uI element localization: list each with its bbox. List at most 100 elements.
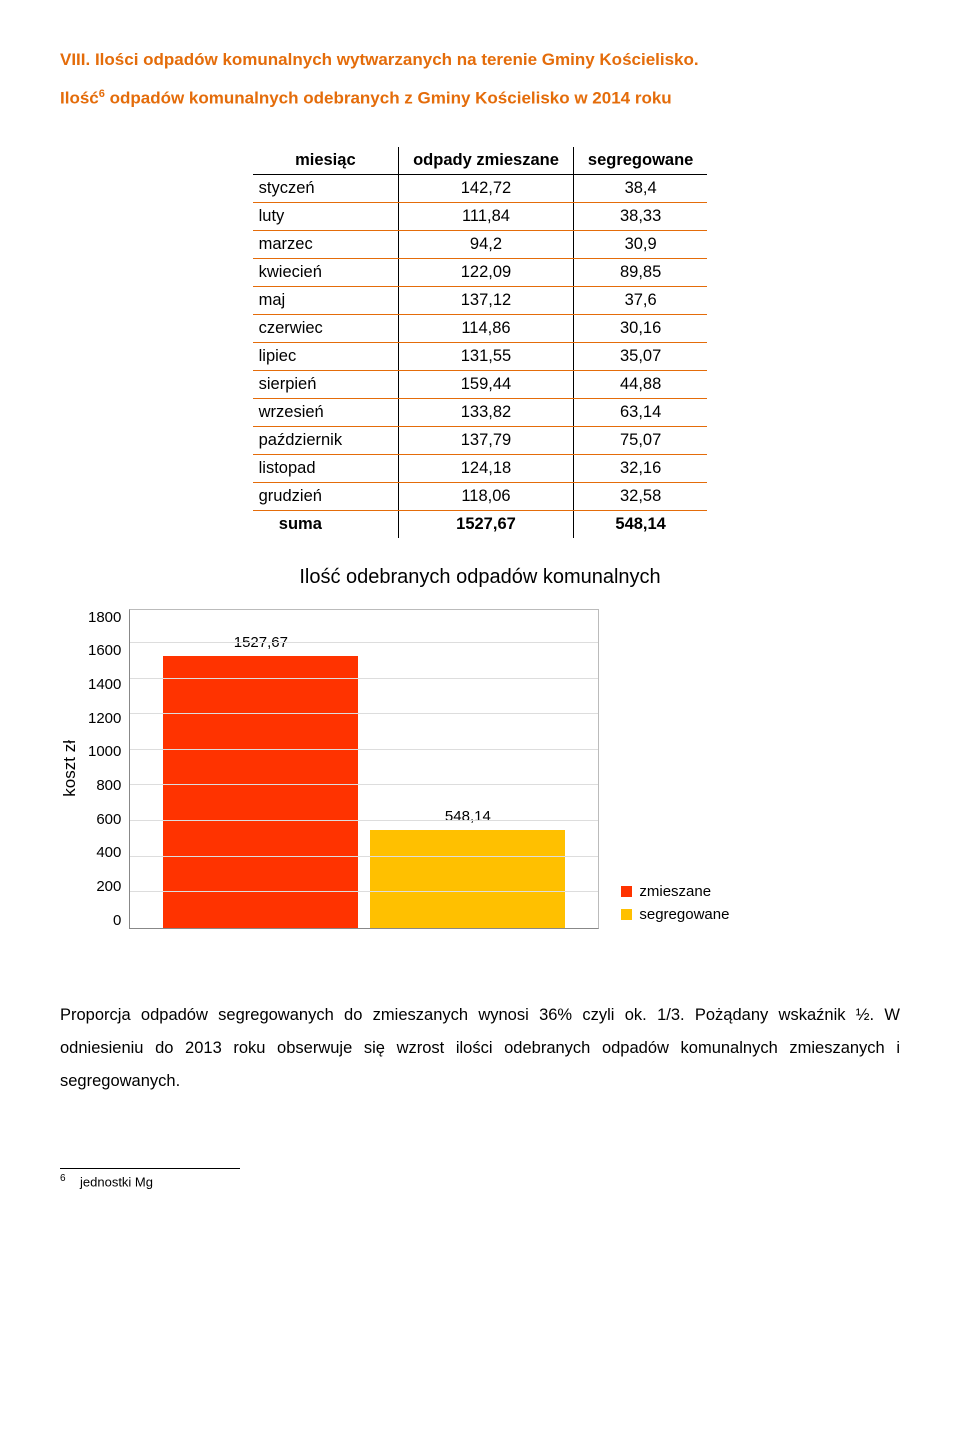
table-cell: 37,6: [573, 286, 707, 314]
table-cell: 142,72: [399, 174, 574, 202]
subtitle-rest: odpadów komunalnych odebranych z Gminy K…: [105, 89, 672, 108]
table-cell: 137,79: [399, 426, 574, 454]
table-row: sierpień159,4444,88: [253, 370, 708, 398]
table-row: wrzesień133,8263,14: [253, 398, 708, 426]
footnote-rule: [60, 1168, 240, 1169]
table-cell: 124,18: [399, 454, 574, 482]
legend-label: zmieszane: [639, 883, 711, 900]
chart-title: Ilość odebranych odpadów komunalnych: [60, 566, 900, 589]
table-cell: czerwiec: [253, 314, 399, 342]
table-cell: 32,58: [573, 482, 707, 510]
table-cell: 38,33: [573, 202, 707, 230]
footnote-text: jednostki Mg: [80, 1174, 153, 1189]
table-row: luty111,8438,33: [253, 202, 708, 230]
legend-item: zmieszane: [621, 883, 729, 900]
gridline: [130, 820, 598, 821]
table-cell: 159,44: [399, 370, 574, 398]
legend-item: segregowane: [621, 906, 729, 923]
table-cell: 89,85: [573, 258, 707, 286]
table-cell: 114,86: [399, 314, 574, 342]
data-table: miesiąc odpady zmieszane segregowane sty…: [253, 147, 708, 538]
table-cell: listopad: [253, 454, 399, 482]
col-header: segregowane: [573, 147, 707, 175]
table-cell: styczeń: [253, 174, 399, 202]
table-cell: suma: [253, 510, 399, 538]
table-cell: 32,16: [573, 454, 707, 482]
table-cell: kwiecień: [253, 258, 399, 286]
chart-bar: 1527,67: [163, 656, 358, 928]
table-row: listopad124,1832,16: [253, 454, 708, 482]
chart-bars: 1527,67548,14: [130, 610, 598, 928]
table-cell: 131,55: [399, 342, 574, 370]
table-row: grudzień118,0632,58: [253, 482, 708, 510]
table-cell: sierpień: [253, 370, 399, 398]
ytick-label: 600: [96, 811, 121, 828]
table-header-row: miesiąc odpady zmieszane segregowane: [253, 147, 708, 175]
gridline: [130, 856, 598, 857]
ytick-label: 1400: [88, 676, 121, 693]
chart-yaxis: 1800 1600 1400 1200 1000 800 600 400 200 0: [88, 609, 129, 929]
ytick-label: 400: [96, 844, 121, 861]
table-cell: luty: [253, 202, 399, 230]
table-row: kwiecień122,0989,85: [253, 258, 708, 286]
chart-ylabel: koszt zł: [60, 740, 80, 797]
table-cell: grudzień: [253, 482, 399, 510]
ytick-label: 800: [96, 777, 121, 794]
footnote-num: 6: [60, 1173, 66, 1184]
table-row: maj137,1237,6: [253, 286, 708, 314]
table-cell: wrzesień: [253, 398, 399, 426]
gridline: [130, 678, 598, 679]
ytick-label: 1600: [88, 642, 121, 659]
ytick-label: 1000: [88, 743, 121, 760]
table-cell: 30,16: [573, 314, 707, 342]
gridline: [130, 891, 598, 892]
table-row: lipiec131,5535,07: [253, 342, 708, 370]
table-row: czerwiec114,8630,16: [253, 314, 708, 342]
table-cell: 44,88: [573, 370, 707, 398]
col-header: odpady zmieszane: [399, 147, 574, 175]
table-cell: 111,84: [399, 202, 574, 230]
ytick-label: 200: [96, 878, 121, 895]
table-cell: 38,4: [573, 174, 707, 202]
col-header: miesiąc: [253, 147, 399, 175]
subtitle: Ilość6 odpadów komunalnych odebranych z …: [60, 88, 900, 109]
legend-label: segregowane: [639, 906, 729, 923]
table-cell: 118,06: [399, 482, 574, 510]
table-cell: październik: [253, 426, 399, 454]
table-row: styczeń142,7238,4: [253, 174, 708, 202]
bar-chart: koszt zł 1800 1600 1400 1200 1000 800 600 400 20…: [60, 609, 900, 929]
bar-value-label: 548,14: [370, 808, 565, 825]
table-cell: 122,09: [399, 258, 574, 286]
table-cell: 548,14: [573, 510, 707, 538]
table-cell: 133,82: [399, 398, 574, 426]
table-cell: 1527,67: [399, 510, 574, 538]
chart-bar: 548,14: [370, 830, 565, 927]
table-cell: 94,2: [399, 230, 574, 258]
section-title: VIII. Ilości odpadów komunalnych wytwarz…: [60, 50, 900, 70]
chart-legend: zmieszane segregowane: [621, 883, 729, 929]
table-cell: marzec: [253, 230, 399, 258]
ytick-label: 0: [113, 912, 121, 929]
ytick-label: 1800: [88, 609, 121, 626]
footnote: 6 jednostki Mg: [60, 1173, 900, 1189]
legend-swatch: [621, 886, 632, 897]
gridline: [130, 642, 598, 643]
gridline: [130, 749, 598, 750]
table-cell: 35,07: [573, 342, 707, 370]
gridline: [130, 713, 598, 714]
table-sum-row: suma1527,67548,14: [253, 510, 708, 538]
chart-plot-area: 1527,67548,14: [129, 609, 599, 929]
subtitle-prefix: Ilość: [60, 89, 99, 108]
legend-swatch: [621, 909, 632, 920]
gridline: [130, 784, 598, 785]
table-cell: lipiec: [253, 342, 399, 370]
table-cell: 63,14: [573, 398, 707, 426]
table-cell: 137,12: [399, 286, 574, 314]
table-row: październik137,7975,07: [253, 426, 708, 454]
table-row: marzec94,230,9: [253, 230, 708, 258]
table-cell: maj: [253, 286, 399, 314]
ytick-label: 1200: [88, 710, 121, 727]
table-cell: 30,9: [573, 230, 707, 258]
body-paragraph: Proporcja odpadów segregowanych do zmies…: [60, 999, 900, 1098]
table-cell: 75,07: [573, 426, 707, 454]
